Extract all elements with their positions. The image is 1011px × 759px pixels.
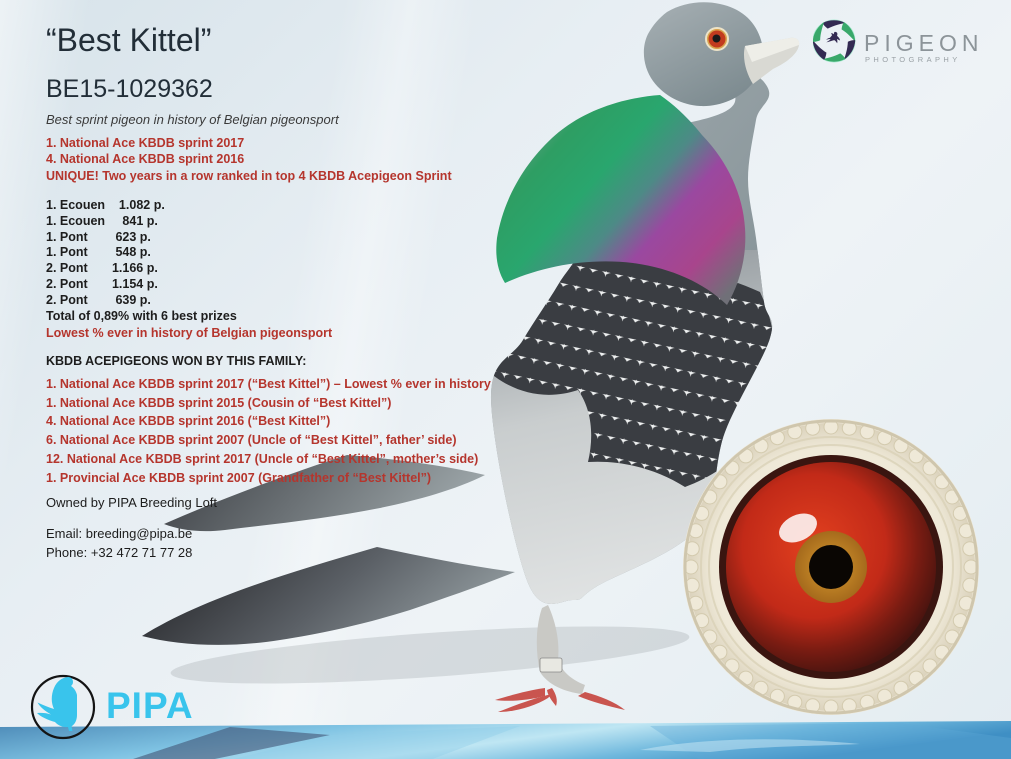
- svg-text:PHOTOGRAPHY: PHOTOGRAPHY: [865, 55, 961, 64]
- svg-text:PIPA: PIPA: [106, 685, 194, 726]
- svg-text:PIGEON: PIGEON: [864, 30, 983, 56]
